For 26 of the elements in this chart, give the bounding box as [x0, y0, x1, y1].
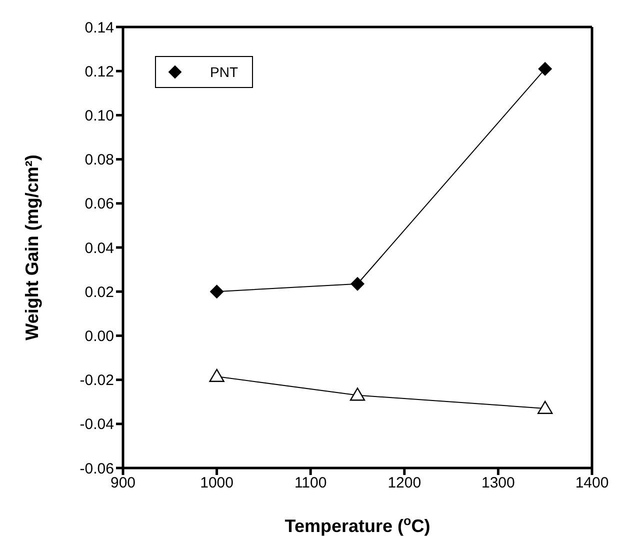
y-tick-label: 0.10	[84, 108, 114, 125]
y-tick-label: 0.06	[84, 196, 114, 213]
y-tick-label: 0.00	[84, 328, 114, 346]
y-tick-label: -0.02	[80, 372, 114, 390]
y-tick-label: 0.14	[84, 19, 114, 36]
x-tick-label: 1300	[482, 474, 515, 492]
x-tick-label: 1400	[575, 474, 609, 492]
point	[350, 388, 366, 401]
y-tick-label: -0.04	[80, 416, 114, 434]
x-tick-label: 1000	[200, 474, 234, 492]
point	[210, 284, 224, 299]
y-tick-label: 0.08	[84, 152, 114, 169]
point	[350, 276, 364, 291]
x-axis-title: Temperature ($^{o}$C)	[284, 514, 430, 536]
y-tick-label: -0.06	[80, 460, 114, 478]
x-tick-label: 1200	[388, 474, 422, 492]
x-tick-label: 900	[110, 474, 136, 492]
y-tick-label: 0.04	[84, 240, 114, 257]
y-axis-title: Weight Gain (mg/cm²)	[22, 154, 42, 340]
y-tick-label: 0.12	[84, 63, 114, 80]
y-tick-label: 0.02	[84, 284, 114, 301]
x-tick-label: 1100	[294, 474, 327, 492]
point	[538, 62, 552, 76]
point	[538, 400, 553, 414]
point	[209, 368, 224, 382]
legend-label: PNT	[210, 63, 238, 81]
